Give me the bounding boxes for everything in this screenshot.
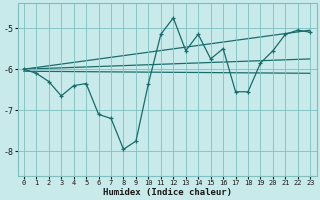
X-axis label: Humidex (Indice chaleur): Humidex (Indice chaleur) (103, 188, 232, 197)
